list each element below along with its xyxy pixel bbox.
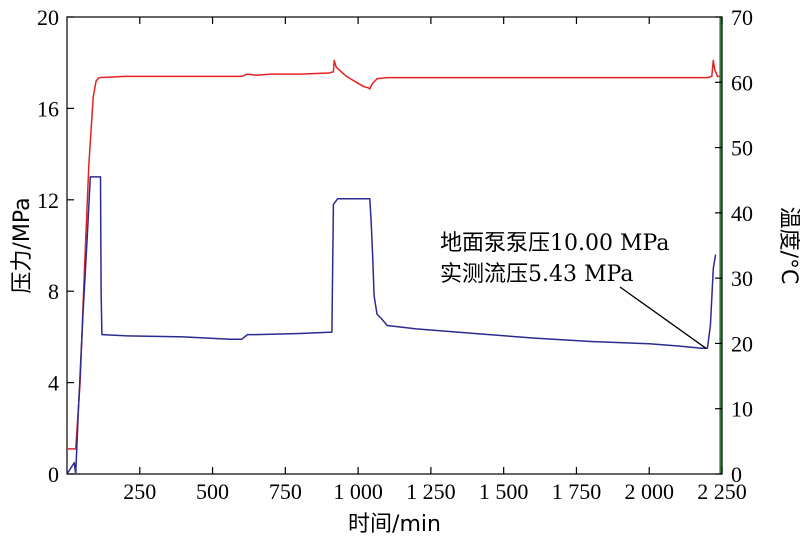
annotation-pump-pressure: 地面泵泵压10.00 MPa xyxy=(440,231,669,256)
annotation-leader-line xyxy=(619,286,707,349)
plot-area-frame xyxy=(66,16,723,475)
x-tick-label: 1 250 xyxy=(406,479,456,504)
left-y-tick-label: 12 xyxy=(37,188,59,213)
left-y-tick-label: 16 xyxy=(37,96,59,121)
x-tick-label: 250 xyxy=(123,479,156,504)
left-y-axis-title: 压力/MPa xyxy=(10,197,35,293)
x-tick-label: 1 000 xyxy=(333,479,383,504)
right-y-tick-label: 40 xyxy=(731,201,753,226)
right-y-tick-label: 60 xyxy=(731,70,753,95)
left-y-tick-label: 4 xyxy=(48,371,59,396)
x-tick-label: 500 xyxy=(196,479,229,504)
x-tick-label: 2 250 xyxy=(697,479,747,504)
left-y-tick-label: 8 xyxy=(48,279,59,304)
annotation-measured-flow-pressure: 实测流压5.43 MPa xyxy=(440,262,633,287)
right-y-tick-label: 0 xyxy=(731,462,742,487)
right-y-tick-label: 70 xyxy=(731,5,753,30)
blue-pressure-series-line xyxy=(66,176,717,475)
red-pressure-series-line xyxy=(67,59,721,450)
right-y-tick-label: 30 xyxy=(731,266,753,291)
right-y-axis-title: 温度/°C xyxy=(776,207,800,285)
right-y-tick-label: 50 xyxy=(731,136,753,161)
x-tick-label: 1 750 xyxy=(552,479,602,504)
left-y-tick-label: 20 xyxy=(37,5,59,30)
left-y-tick-label: 0 xyxy=(48,462,59,487)
x-tick-label: 750 xyxy=(269,479,302,504)
right-y-tick-label: 20 xyxy=(731,331,753,356)
x-tick-label: 1 500 xyxy=(479,479,529,504)
x-axis-title: 时间/min xyxy=(348,512,441,537)
right-y-tick-label: 10 xyxy=(731,397,753,422)
x-tick-label: 2 000 xyxy=(624,479,674,504)
